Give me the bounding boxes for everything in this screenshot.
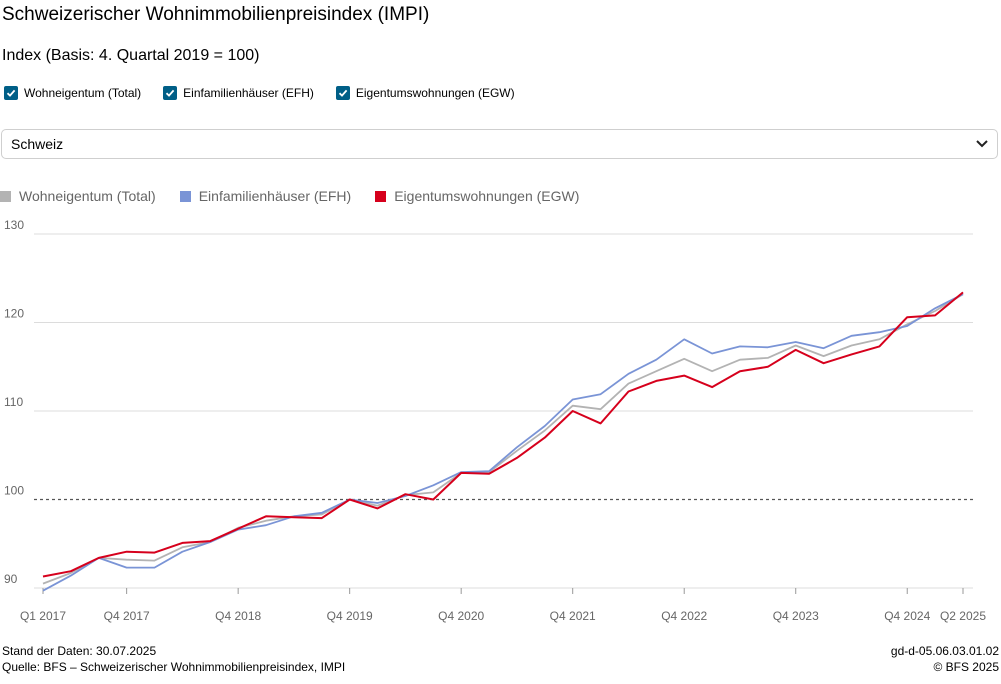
x-tick-label: Q4 2022 <box>661 609 707 623</box>
y-tick-label: 110 <box>4 395 23 409</box>
y-tick-label: 120 <box>4 307 24 321</box>
checkbox-label: Wohneigentum (Total) <box>24 86 142 100</box>
legend-label: Eigentumswohnungen (EGW) <box>394 188 580 204</box>
page-title: Schweizerischer Wohnimmobilienpreisindex… <box>2 4 430 25</box>
chart-code: gd-d-05.06.03.01.02 <box>890 644 999 658</box>
x-tick-label: Q4 2019 <box>327 609 373 623</box>
y-tick-label: 90 <box>4 572 18 586</box>
chevron-down-icon[interactable] <box>976 140 988 148</box>
y-tick-label: 130 <box>4 220 24 232</box>
x-tick-label: Q4 2023 <box>773 609 819 623</box>
x-tick-label: Q4 2018 <box>215 609 261 623</box>
legend-item-total[interactable]: Wohneigentum (Total) <box>0 188 156 204</box>
legend-label: Einfamilienhäuser (EFH) <box>198 188 352 204</box>
legend-item-efh[interactable]: Einfamilienhäuser (EFH) <box>179 188 352 204</box>
y-tick-label: 100 <box>4 484 24 498</box>
legend-label: Wohneigentum (Total) <box>19 188 156 204</box>
checkmark-icon[interactable] <box>163 86 178 100</box>
checkbox-egw[interactable]: Eigentumswohnungen (EGW) <box>335 86 515 100</box>
legend-swatch <box>0 190 11 202</box>
source-note: Quelle: BFS – Schweizerischer Wohnimmobi… <box>2 660 346 674</box>
series-line-egw <box>42 291 964 578</box>
legend-swatch <box>375 190 387 202</box>
chart-subtitle: Index (Basis: 4. Quartal 2019 = 100) <box>2 47 260 64</box>
x-tick-label: Q4 2024 <box>884 609 930 623</box>
region-select[interactable]: Schweiz <box>1 129 998 159</box>
series-line-efh <box>42 293 964 592</box>
checkbox-total[interactable]: Wohneigentum (Total) <box>4 86 141 100</box>
region-select-value: Schweiz <box>11 136 64 152</box>
data-date: Stand der Daten: 30.07.2025 <box>2 644 157 658</box>
copyright: © BFS 2025 <box>933 660 999 674</box>
x-tick-label: Q4 2017 <box>104 609 150 623</box>
x-tick-label: Q4 2020 <box>438 609 484 623</box>
legend-item-egw[interactable]: Eigentumswohnungen (EGW) <box>375 188 579 204</box>
checkmark-icon[interactable] <box>4 86 18 100</box>
x-tick-label: Q4 2021 <box>550 609 596 623</box>
series-line-total <box>42 293 964 585</box>
legend-swatch <box>179 190 191 202</box>
line-chart: 90 100 110 120 130 Q1 2017 Q4 2017 Q4 2018 Q4 20… <box>4 220 986 623</box>
checkbox-label: Eigentumswohnungen (EGW) <box>355 86 515 100</box>
x-tick-label: Q2 2025 <box>940 609 986 623</box>
checkbox-efh[interactable]: Einfamilienhäuser (EFH) <box>163 86 314 100</box>
checkbox-label: Einfamilienhäuser (EFH) <box>183 86 314 100</box>
x-tick-label: Q1 2017 <box>20 609 66 623</box>
checkmark-icon[interactable] <box>335 86 350 100</box>
series-filter: Wohneigentum (Total) Einfamilienhäuser (… <box>4 86 537 100</box>
chart-legend: Wohneigentum (Total) Einfamilienhäuser (… <box>0 188 603 204</box>
